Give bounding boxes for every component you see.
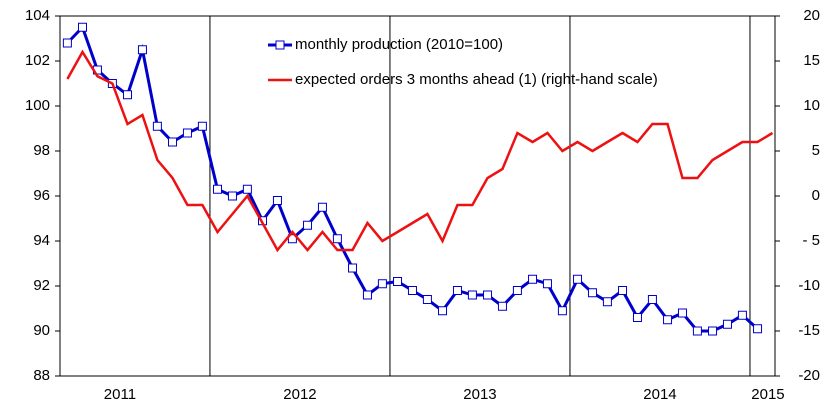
y-tick-label: 102 [25,52,50,69]
data-point [62,38,72,48]
data-point [242,184,252,194]
y2-tick-label: 0 [812,187,820,204]
data-point [317,202,327,212]
y2-tick-label: -10 [798,277,820,294]
x-tick-label: 2014 [643,386,676,403]
data-point [213,184,223,194]
y-tick-label: 88 [33,367,50,384]
x-tick-label: 2013 [463,386,496,403]
data-point [332,234,342,244]
data-point [483,290,493,300]
data-point [497,301,507,311]
data-point [182,128,192,138]
x-tick-label: 2012 [283,386,316,403]
data-point [152,121,162,131]
x-tick-label: 2015 [751,386,784,403]
data-point [407,286,417,295]
legend-marker [275,40,285,50]
y2-tick-label: 10 [803,97,820,114]
x-tick-label: 2011 [104,386,136,403]
data-point [677,308,687,318]
data-point [618,286,628,295]
data-point [123,90,133,100]
y-tick-label: 96 [33,187,50,204]
data-point [663,315,673,325]
data-point [348,263,358,273]
y2-tick-label: 5 [812,142,820,159]
data-point [467,290,477,300]
data-point [227,191,237,201]
data-point [303,220,313,230]
data-point [602,297,612,307]
data-point [137,45,147,55]
data-point [362,290,372,300]
y2-tick-label: -15 [798,322,820,339]
data-point [737,310,747,320]
y2-tick-label: 20 [803,7,820,24]
y2-tick-label: 15 [803,52,820,69]
y-tick-label: 92 [33,277,50,294]
data-point [528,274,538,284]
data-point [377,279,387,289]
data-point [722,319,732,329]
data-point [587,288,597,298]
data-point [197,121,207,131]
data-point [647,295,657,304]
data-point [78,22,88,32]
data-point [542,279,552,289]
data-point [393,277,403,286]
y2-tick-label: - 5 [802,232,820,249]
y-tick-label: 98 [33,142,50,159]
data-point [452,286,462,295]
data-point [272,196,282,205]
data-point [168,137,178,147]
y-tick-label: 94 [33,232,50,249]
legend-label: monthly production (2010=100) [295,36,503,53]
series-line [66,49,774,253]
data-point [438,306,448,316]
y-tick-label: 100 [25,97,50,114]
legend-label: expected orders 3 months ahead (1) (righ… [295,71,658,88]
y-tick-label: 90 [33,322,50,339]
y2-tick-label: -20 [798,367,820,384]
data-point [692,326,702,336]
data-point [557,306,567,316]
data-point [632,313,642,322]
data-point [753,324,763,334]
data-point [573,274,583,284]
data-point [422,295,432,304]
data-point [512,286,522,295]
y-tick-label: 104 [25,7,50,24]
data-point [708,326,718,336]
